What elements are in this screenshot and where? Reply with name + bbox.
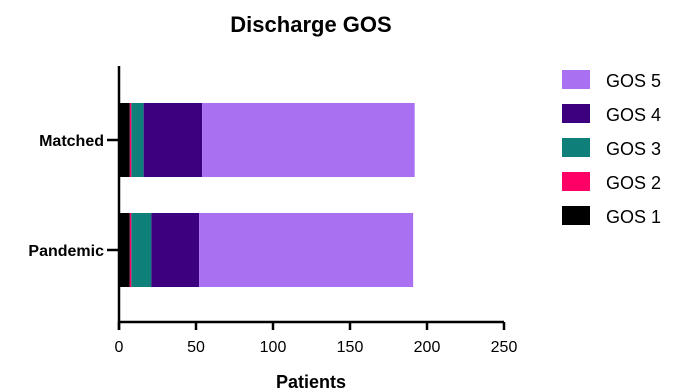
x-tick-label-250: 250	[491, 339, 518, 356]
bar-pandemic-gos-3	[131, 213, 152, 287]
bar-matched-gos-3	[131, 103, 144, 177]
legend-swatch-gos-1	[562, 206, 590, 225]
x-tick-label-100: 100	[260, 339, 287, 356]
x-tick-label-150: 150	[337, 339, 364, 356]
category-label-pandemic: Pandemic	[28, 243, 104, 260]
bars-group	[119, 103, 415, 287]
chart-title: Discharge GOS	[230, 12, 391, 37]
legend-swatch-gos-3	[562, 138, 590, 157]
bar-matched-gos-2	[129, 103, 132, 177]
legend-swatch-gos-2	[562, 172, 590, 191]
legend-label-gos-2: GOS 2	[606, 173, 661, 193]
bar-pandemic-gos-2	[129, 213, 132, 287]
bar-matched-gos-5	[202, 103, 415, 177]
bar-pandemic-gos-1	[119, 213, 130, 287]
x-tick-label-200: 200	[414, 339, 441, 356]
x-axis-title: Patients	[276, 372, 346, 390]
legend-swatch-gos-5	[562, 70, 590, 89]
legend-label-gos-3: GOS 3	[606, 139, 661, 159]
x-tick-label-50: 50	[187, 339, 205, 356]
x-tick-label-0: 0	[115, 339, 124, 356]
bar-pandemic-gos-5	[199, 213, 414, 287]
axes-group: 0 50 100 150 200 250 Matched Pandemic	[28, 66, 517, 356]
bar-matched-gos-1	[119, 103, 130, 177]
category-label-matched: Matched	[39, 133, 104, 150]
bar-pandemic-gos-4	[151, 213, 200, 287]
legend-label-gos-5: GOS 5	[606, 71, 661, 91]
bar-matched-gos-4	[143, 103, 203, 177]
legend-swatch-gos-4	[562, 104, 590, 123]
legend: GOS 5 GOS 4 GOS 3 GOS 2 GOS 1	[562, 70, 661, 227]
legend-label-gos-1: GOS 1	[606, 207, 661, 227]
legend-label-gos-4: GOS 4	[606, 105, 661, 125]
